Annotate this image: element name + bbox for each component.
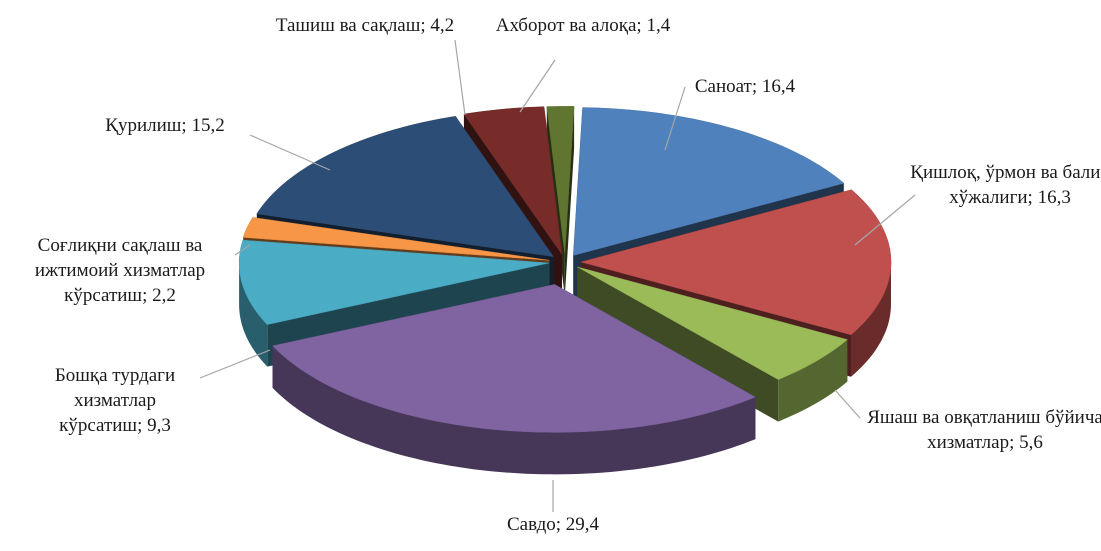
slice bbox=[546, 106, 575, 255]
slice bbox=[573, 107, 845, 256]
data-label: Қурилиш; 15,2 bbox=[85, 113, 245, 138]
leader-line bbox=[854, 194, 916, 246]
label-part: 9,3 bbox=[147, 415, 171, 436]
slice-wall bbox=[239, 263, 268, 367]
data-label: Саноат; 16,4 bbox=[670, 74, 820, 99]
slice bbox=[256, 116, 555, 258]
label-part: 16,3 bbox=[1037, 187, 1071, 208]
label-part: ; bbox=[181, 115, 192, 136]
slice-side bbox=[564, 106, 575, 297]
label-part: Ташиш ва сақлаш bbox=[275, 15, 421, 36]
label-part: 29,4 bbox=[565, 514, 600, 535]
label-part: 1,4 bbox=[646, 15, 671, 36]
data-label: Савдо; 29,4 bbox=[473, 512, 633, 537]
leader-line bbox=[234, 244, 251, 256]
leader-line bbox=[519, 59, 556, 113]
label-part: ; bbox=[420, 15, 431, 36]
label-part: Соғлиқни сақлаш ва ижтимоий хизматлар кў… bbox=[34, 235, 210, 306]
label-part: Савдо bbox=[506, 514, 556, 535]
slice-wall bbox=[778, 339, 848, 422]
label-part: ; bbox=[555, 514, 566, 535]
data-label: Ахборот ва алоқа; 1,4 bbox=[488, 13, 678, 38]
data-label: Ташиш ва сақлаш; 4,2 bbox=[265, 13, 465, 38]
data-label: Соғлиқни сақлаш ва ижтимоий хизматлар кў… bbox=[3, 233, 238, 308]
slice bbox=[242, 217, 550, 261]
label-part: 5,6 bbox=[1019, 432, 1043, 453]
leader-line bbox=[199, 349, 271, 379]
label-part: ; bbox=[142, 285, 153, 306]
data-label: Бошқа турдаги хизматлар кўрсатиш; 9,3 bbox=[40, 363, 190, 438]
slice-wall bbox=[272, 345, 756, 475]
label-part: 4,2 bbox=[430, 15, 455, 36]
label-part: Бошқа турдаги хизматлар кўрсатиш bbox=[54, 365, 180, 436]
label-part: Ахборот ва алоқа bbox=[495, 15, 637, 36]
slice bbox=[463, 106, 563, 255]
label-part: 16,4 bbox=[761, 76, 796, 97]
slice-wall bbox=[851, 262, 891, 377]
data-label: Қишлоқ, ўрмон ва балиқ хўжалиги; 16,3 bbox=[910, 160, 1101, 210]
leader-line bbox=[664, 86, 686, 151]
label-part: ; bbox=[137, 415, 148, 436]
label-part: ; bbox=[1027, 187, 1038, 208]
label-part: Саноат bbox=[694, 76, 752, 97]
leader-line bbox=[454, 39, 466, 116]
label-part: ; bbox=[751, 76, 762, 97]
label-part: ; bbox=[1009, 432, 1020, 453]
label-part: 2,2 bbox=[152, 285, 176, 306]
slice bbox=[580, 189, 892, 336]
label-part: Қишлоқ, ўрмон ва балиқ хўжалиги bbox=[910, 162, 1101, 208]
label-part: ; bbox=[636, 15, 647, 36]
slice bbox=[577, 266, 848, 380]
data-label: Яшаш ва овқатланиш бўйича хизматлар; 5,6 bbox=[855, 405, 1101, 455]
slice bbox=[272, 284, 757, 433]
label-part: 15,2 bbox=[191, 115, 225, 136]
label-part: Яшаш ва овқатланиш бўйича хизматлар bbox=[867, 407, 1101, 453]
leader-line bbox=[249, 134, 331, 171]
leader-line bbox=[834, 389, 861, 419]
label-part: Қурилиш bbox=[105, 115, 182, 136]
